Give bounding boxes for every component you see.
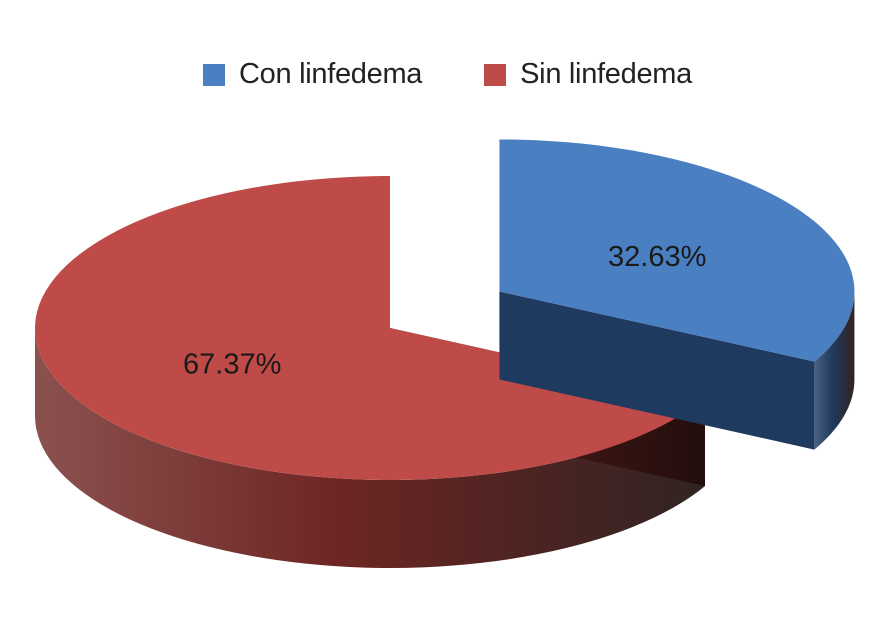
slice-con-linfedema: 32.63% (499, 139, 855, 450)
legend-item-con-linfedema: Con linfedema (203, 58, 422, 91)
slice-cut-con-linfedema-1 (499, 291, 815, 450)
slice-side-con-linfedema (814, 291, 855, 450)
legend: Con linfedema Sin linfedema (0, 58, 895, 91)
slice-top-con-linfedema (499, 139, 855, 362)
data-label-con-linfedema: 32.63% (608, 241, 706, 273)
legend-swatch-sin-linfedema (484, 63, 507, 86)
legend-swatch-con-linfedema (203, 63, 226, 86)
data-label-sin-linfedema: 67.37% (183, 349, 281, 381)
slice-sin-linfedema: 67.37% (35, 176, 705, 568)
slice-side-sin-linfedema (35, 328, 705, 568)
legend-label-sin-linfedema: Sin linfedema (520, 58, 692, 90)
legend-item-sin-linfedema: Sin linfedema (484, 58, 692, 91)
legend-label-con-linfedema: Con linfedema (239, 58, 423, 90)
slice-top-sin-linfedema (35, 176, 705, 480)
